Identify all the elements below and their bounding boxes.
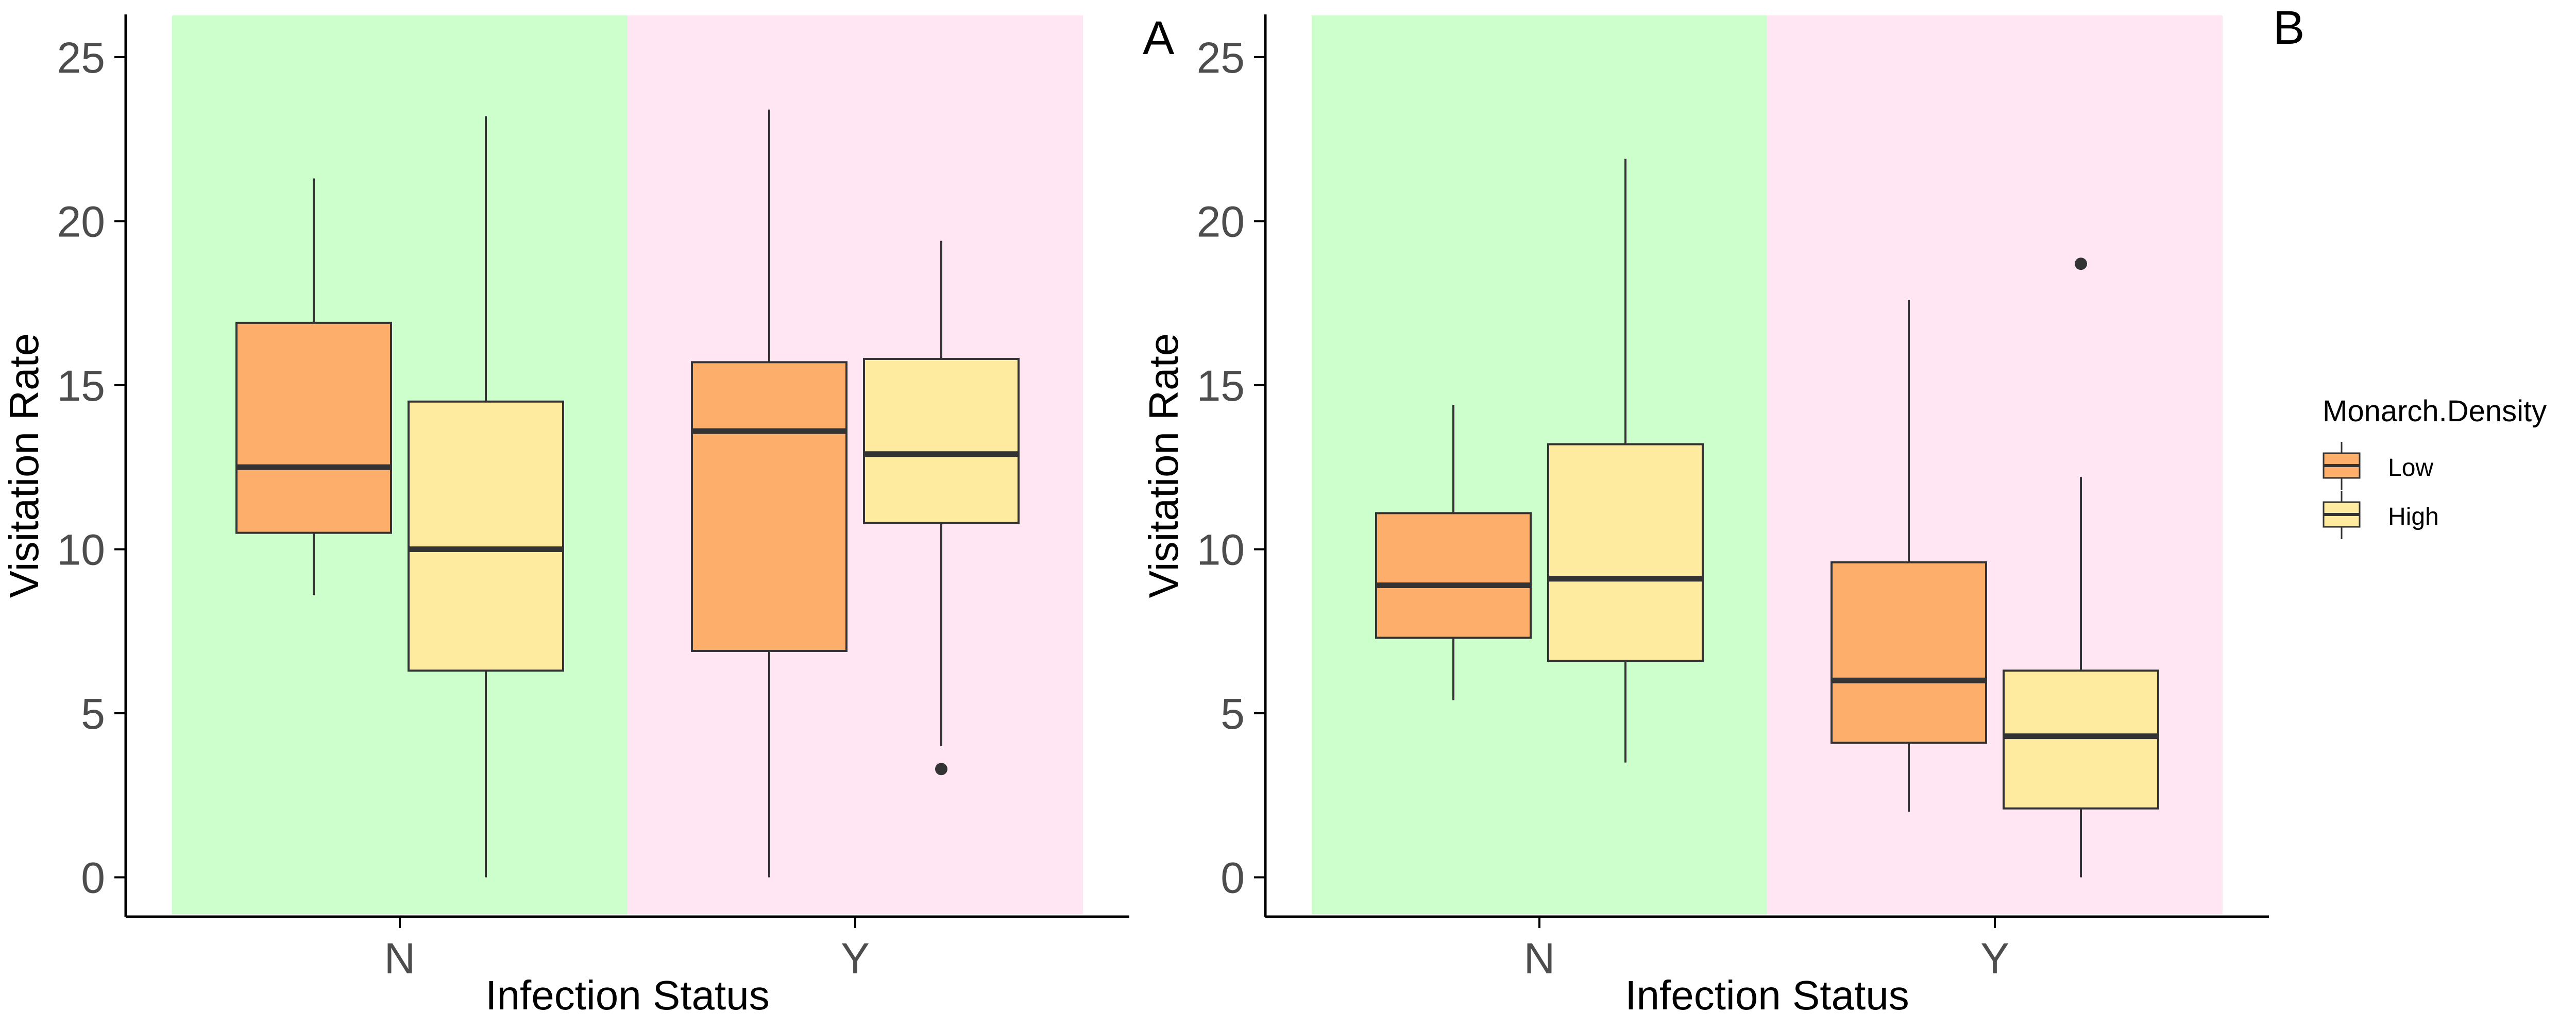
box-iqr — [2003, 670, 2159, 810]
y-tick-label: 5 — [81, 690, 105, 738]
panel-B: 0 5 10 15 20 25 N Y Infection Status Visitation R… — [1141, 2, 2304, 1018]
legend-item-label: High — [2388, 503, 2439, 530]
y-tick-label: 0 — [1221, 854, 1245, 902]
x-tick-label: Y — [1980, 934, 2009, 983]
box-High-N — [408, 116, 564, 878]
y-axis-title: Visitation Rate — [1141, 333, 1187, 598]
box-High-Y — [2003, 258, 2159, 878]
legend: Monarch.Density Low High — [2323, 394, 2547, 539]
box-iqr — [408, 400, 564, 672]
x-axis-title: Infection Status — [1625, 972, 1909, 1018]
panel-label: A — [1143, 12, 1175, 64]
box-Low-N — [1375, 405, 1532, 700]
panel-label: B — [2273, 2, 2304, 54]
y-tick-label: 20 — [57, 197, 105, 246]
x-tick-label: Y — [841, 934, 870, 983]
y-tick-label: 15 — [57, 362, 105, 410]
box-High-Y — [863, 241, 1020, 776]
y-tick-label: 25 — [57, 33, 105, 82]
outlier-point — [935, 763, 947, 776]
box-High-N — [1547, 159, 1704, 763]
y-tick-label: 5 — [1221, 690, 1245, 738]
y-tick-label: 15 — [1197, 362, 1245, 410]
y-tick-label: 0 — [81, 854, 105, 902]
y-tick-label: 10 — [1197, 525, 1245, 574]
box-iqr — [863, 357, 1020, 524]
box-iqr — [691, 361, 848, 652]
y-tick-label: 25 — [1197, 33, 1245, 82]
box-iqr — [1831, 561, 1987, 744]
y-tick-label: 20 — [1197, 197, 1245, 246]
box-iqr — [1547, 443, 1704, 662]
box-Low-Y — [1831, 300, 1987, 812]
x-tick-label: N — [1524, 934, 1555, 983]
box-iqr — [235, 321, 392, 534]
legend-item-Low: Low — [2323, 442, 2433, 490]
box-iqr — [1375, 512, 1532, 639]
outlier-point — [2075, 258, 2087, 270]
x-tick-label: N — [384, 934, 416, 983]
legend-title: Monarch.Density — [2323, 394, 2547, 428]
box-Low-Y — [691, 109, 848, 878]
legend-item-High: High — [2323, 491, 2439, 539]
panel-A: 0 5 10 15 20 25 N Y Infection Status Visitation R… — [1, 12, 1175, 1018]
y-tick-label: 10 — [57, 525, 105, 574]
y-axis-title: Visitation Rate — [1, 333, 47, 598]
x-axis-title: Infection Status — [485, 972, 769, 1018]
box-Low-N — [235, 178, 392, 595]
legend-item-label: Low — [2388, 454, 2433, 482]
